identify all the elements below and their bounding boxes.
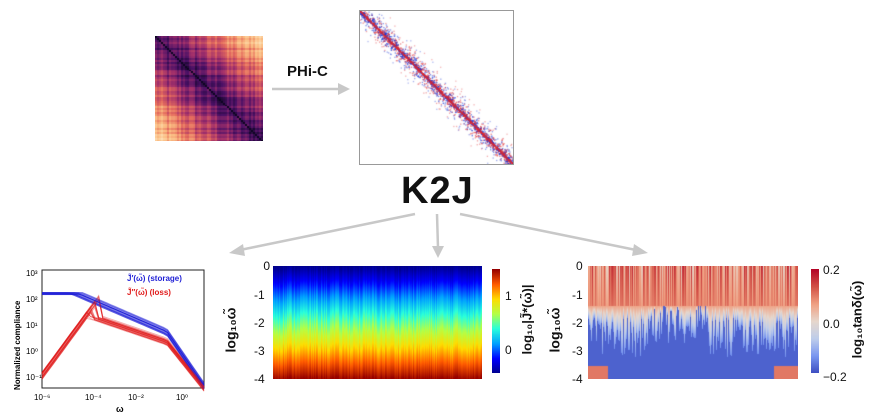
loss-curve — [41, 300, 205, 388]
xtick-1e-2: 10⁻² — [128, 393, 144, 402]
loss-curve — [41, 305, 205, 388]
storage-curve — [42, 292, 205, 389]
storage-curve — [42, 292, 205, 383]
loss-curve — [41, 300, 205, 388]
jstar-colorbar — [492, 269, 500, 373]
loss-curve — [41, 301, 205, 388]
storage-curve — [42, 294, 205, 386]
loss-curve — [41, 298, 205, 387]
storage-curve — [42, 293, 205, 386]
jstar-ytick-3: -3 — [254, 344, 265, 358]
loss-curve — [41, 315, 205, 391]
storage-curve — [42, 293, 205, 387]
loss-curve — [41, 304, 205, 389]
loss-curve — [41, 311, 205, 389]
phi-c-arrow — [272, 83, 350, 95]
loss-curve — [41, 306, 205, 390]
loss-curve — [41, 298, 205, 387]
loss-curve — [41, 304, 205, 389]
storage-curve — [42, 293, 205, 386]
storage-curve — [42, 293, 205, 384]
xtick-1e0: 10⁰ — [176, 393, 188, 402]
storage-curve — [42, 293, 205, 390]
compliance-xlabel: ω — [116, 404, 124, 414]
xtick-1e-6: 10⁻⁶ — [34, 393, 50, 402]
ytick-1: 10⁰ — [26, 347, 38, 356]
storage-curve — [42, 292, 205, 385]
ytick-0.1: 10⁻¹ — [26, 373, 42, 382]
loss-curve — [41, 311, 205, 389]
jstar-ytick-0: 0 — [263, 259, 270, 273]
tand-colorbar — [811, 269, 819, 373]
ytick-1000: 10³ — [26, 269, 38, 278]
branch-arrows — [229, 212, 648, 258]
storage-curve — [42, 294, 205, 387]
loss-curve — [41, 307, 205, 390]
tand-colorbar-label: log₁₀tanδ(ω̃) — [849, 280, 865, 359]
legend-loss: J̃″(ω̃) (loss) — [127, 288, 171, 297]
loss-curve — [41, 299, 205, 387]
storage-curve — [42, 293, 205, 390]
storage-curve — [42, 292, 205, 389]
legend-storage: J̃′(ω̃) (storage) — [127, 274, 182, 283]
loss-curve — [41, 301, 205, 388]
storage-curve — [42, 292, 205, 384]
storage-curve — [42, 292, 205, 385]
storage-curve — [42, 292, 205, 386]
compliance-axes — [41, 269, 205, 389]
hi-c-contact-map — [155, 36, 263, 141]
normalized-k-matrix — [359, 10, 514, 165]
compliance-plot: Normalized compliance 10³ 10² 10¹ 10⁰ 10… — [13, 269, 205, 414]
tand-ytick-2: -2 — [572, 316, 583, 330]
storage-curve — [42, 293, 205, 386]
tand-heatmap — [588, 266, 798, 379]
loss-curve — [41, 310, 205, 391]
jstar-ytick-4: -4 — [254, 372, 265, 386]
loss-curve — [41, 295, 205, 387]
loss-curve — [41, 317, 205, 392]
jstar-colorbar-label: log₁₀|J̃*(ω̃)| — [519, 284, 535, 355]
loss-curve — [41, 312, 205, 391]
k2j-title: K2J — [401, 170, 474, 212]
loss-curve — [41, 298, 205, 387]
storage-curve — [42, 292, 205, 389]
compliance-ylabel: Normalized compliance — [13, 300, 22, 390]
jstar-cbtick-1: 1 — [505, 289, 512, 303]
storage-curve — [42, 293, 205, 386]
loss-curve — [41, 308, 205, 389]
loss-curve — [41, 311, 205, 391]
compliance-curves — [41, 292, 205, 392]
tand-cbtick-0.2: 0.2 — [823, 263, 840, 277]
loss-curve — [41, 311, 205, 391]
loss-curve — [41, 311, 205, 390]
loss-curve — [41, 310, 205, 391]
ytick-10: 10¹ — [26, 321, 38, 330]
tand-ytick-1: -1 — [572, 288, 583, 302]
storage-curve — [42, 292, 205, 386]
tand-ytick-3: -3 — [572, 344, 583, 358]
storage-curve — [42, 292, 205, 386]
tand-ytick-4: -4 — [572, 372, 583, 386]
phi-c-label: PHi-C — [287, 63, 328, 80]
ytick-100: 10² — [26, 295, 38, 304]
storage-curve — [42, 292, 205, 386]
storage-curve — [42, 292, 205, 388]
jstar-ytick-2: -2 — [254, 316, 265, 330]
loss-curve — [41, 294, 205, 385]
storage-curve — [42, 293, 205, 388]
storage-curve — [42, 292, 205, 384]
tand-cbtick-neg0.2: −0.2 — [823, 370, 847, 384]
jstar-heatmap — [273, 266, 482, 379]
storage-curve — [42, 293, 205, 389]
storage-curve — [42, 293, 205, 390]
jstar-ytick-1: -1 — [254, 288, 265, 302]
storage-curve — [42, 294, 205, 389]
storage-curve — [42, 292, 205, 386]
jstar-cbtick-0: 0 — [505, 343, 512, 357]
tand-cbtick-0.0: 0.0 — [823, 317, 840, 331]
loss-curve — [41, 296, 205, 387]
loss-curve — [41, 295, 205, 386]
tand-ytick-0: 0 — [576, 259, 583, 273]
xtick-1e-4: 10⁻⁴ — [85, 393, 102, 402]
